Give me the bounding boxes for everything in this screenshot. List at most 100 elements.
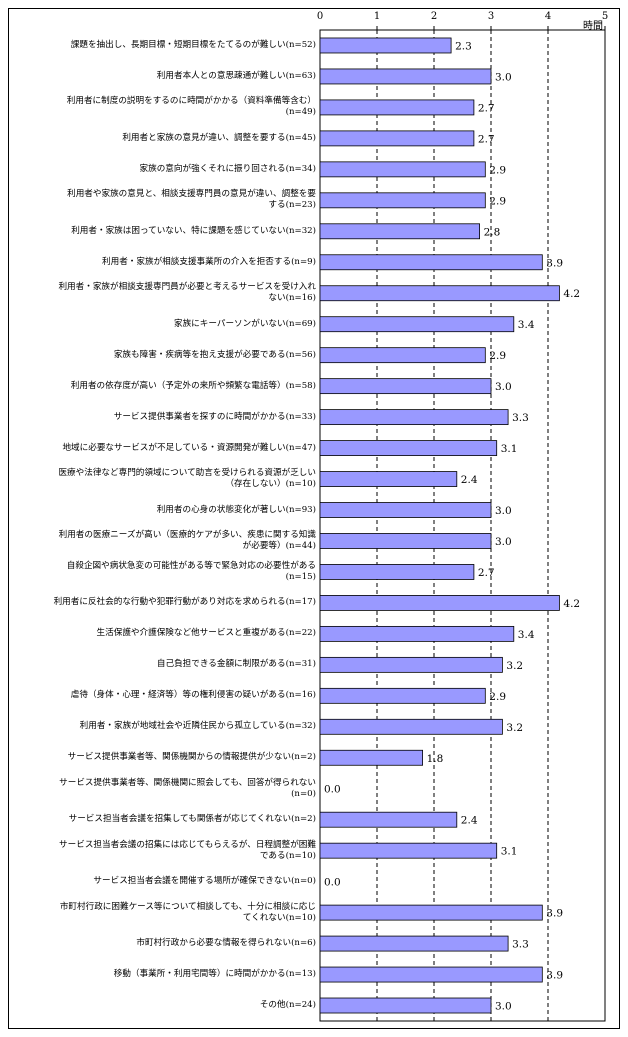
category-label: 利用者・家族が地域社会や近隣住民から孤立している(n=32) bbox=[19, 711, 316, 742]
category-label-text: 医療や法律など専門的領域について助言を受けられる資源が乏しい （存在しない）(n=… bbox=[58, 468, 316, 490]
category-label-text: 地域に必要なサービスが不足している・資源開発が難しい(n=47) bbox=[62, 443, 316, 454]
category-label-line: サービス担当者会議を開催する場所が確保できない(n=0) bbox=[93, 876, 316, 887]
category-label-text: 課題を抽出し、長期目標・短期目標をたてるのが難しい(n=52) bbox=[71, 40, 316, 51]
bar bbox=[319, 378, 492, 395]
value-label: 4.2 bbox=[563, 288, 580, 300]
value-label: 2.9 bbox=[489, 350, 506, 362]
bar bbox=[319, 966, 543, 983]
category-label-text: サービス提供事業者等、関係機関からの情報提供が少ない(n=2) bbox=[68, 752, 316, 763]
bar bbox=[319, 254, 543, 271]
tick-label: 1 bbox=[374, 11, 380, 22]
category-label: サービス担当者会議を開催する場所が確保できない(n=0) bbox=[19, 866, 316, 897]
category-label-text: 利用者の医療ニーズが高い（医療的ケアが多い、疾患に関する知識 が必要等）(n=44… bbox=[59, 530, 316, 552]
category-label-text: 家族の意向が強くそれに振り回される(n=34) bbox=[140, 164, 316, 175]
category-label: 生活保護や介護保険など他サービスと重複がある(n=22) bbox=[19, 618, 316, 649]
tick-label: 4 bbox=[545, 11, 551, 22]
category-label-line: 利用者本人との意思疎通が難しい(n=63) bbox=[156, 70, 316, 81]
category-label-text: サービス担当者会議を招集しても関係者が応じてくれない(n=2) bbox=[69, 814, 316, 825]
bar bbox=[319, 904, 543, 921]
category-label-line: である(n=10) bbox=[259, 850, 316, 861]
category-label-line: 利用者と家族の意見が違い、調整を要する(n=45) bbox=[122, 132, 316, 143]
category-label-text: 利用者に制度の説明をするのに時間がかかる（資料準備等含む） (n=49) bbox=[67, 96, 316, 118]
category-label-text: 利用者の心身の状態変化が著しい(n=93) bbox=[157, 505, 316, 516]
category-label-text: 市町村行政から必要な情報を得られない(n=6) bbox=[136, 938, 316, 949]
category-label-line: 自殺企図や病状急変の可能性がある等で緊急対応の必要性がある bbox=[66, 560, 316, 571]
value-label: 3.2 bbox=[506, 660, 523, 672]
bar bbox=[319, 316, 515, 333]
bar bbox=[319, 440, 498, 456]
category-label-line: その他(n=24) bbox=[259, 1000, 316, 1011]
value-label: 2.8 bbox=[484, 226, 501, 238]
value-label: 3.2 bbox=[506, 722, 523, 734]
category-label-line: サービス担当者会議を招集しても関係者が応じてくれない(n=2) bbox=[68, 814, 316, 825]
category-label-line: 家族も障害・疾病等を抱え支援が必要である(n=56) bbox=[113, 349, 316, 360]
category-label-text: 利用者・家族は困っていない、特に課題を感じていない(n=32) bbox=[71, 226, 316, 237]
value-label: 2.7 bbox=[478, 102, 495, 114]
category-label: 自殺企図や病状急変の可能性がある等で緊急対応の必要性がある (n=15) bbox=[19, 556, 316, 587]
category-label: 利用者・家族が相談支援専門員が必要と考えるサービスを受け入れ ない(n=16) bbox=[19, 278, 316, 309]
category-label-text: 虐待（身体・心理・経済等）等の権利侵害の疑いがある(n=16) bbox=[71, 690, 316, 701]
category-label: 移動（事業所・利用宅間等）に時間がかかる(n=13) bbox=[19, 959, 316, 990]
value-label: 3.0 bbox=[495, 536, 512, 548]
category-label-line: 虐待（身体・心理・経済等）等の権利侵害の疑いがある(n=16) bbox=[70, 690, 316, 701]
category-label-text: 利用者・家族が相談支援事業所の介入を拒否する(n=9) bbox=[102, 257, 316, 268]
category-label-line: ない(n=16) bbox=[268, 293, 316, 304]
category-label: 自己負担できる金額に制限がある(n=31) bbox=[19, 649, 316, 680]
value-label: 3.0 bbox=[495, 1001, 512, 1013]
bar-chart: 0 1 2 3 4 5時間 2.3 3.0 2.7 2.7 2.9 2.9 2.8 3.9 4.2 3.4 2.… bbox=[317, 11, 608, 1022]
category-label-line: 市町村行政から必要な情報を得られない(n=6) bbox=[136, 938, 316, 949]
category-label-text: サービス担当者会議を開催する場所が確保できない(n=0) bbox=[93, 876, 316, 887]
category-label-text: 利用者と家族の意見が違い、調整を要する(n=45) bbox=[122, 133, 316, 144]
category-label-line: 利用者・家族が地域社会や近隣住民から孤立している(n=32) bbox=[79, 721, 316, 732]
category-label: サービス提供事業者等、関係機関からの情報提供が少ない(n=2) bbox=[19, 742, 316, 773]
category-label-line: サービス提供事業者等、関係機関に照会しても、回答が得られない bbox=[59, 777, 316, 788]
bar bbox=[319, 595, 560, 611]
bar bbox=[319, 842, 498, 859]
bar bbox=[319, 502, 492, 518]
bar bbox=[319, 409, 509, 426]
category-label-line: 家族にキーパーソンがいない(n=69) bbox=[173, 318, 316, 329]
category-label-line: (n=15) bbox=[285, 571, 316, 582]
category-label-line: 利用者に反社会的な行動や犯罪行動があり対応を求められる(n=17) bbox=[53, 597, 316, 608]
bar bbox=[319, 285, 560, 302]
bar bbox=[319, 997, 492, 1014]
category-label: 利用者・家族が相談支援事業所の介入を拒否する(n=9) bbox=[19, 247, 316, 278]
category-label-text: 利用者に反社会的な行動や犯罪行動があり対応を求められる(n=17) bbox=[54, 597, 316, 608]
category-label-line: 自己負担できる金額に制限がある(n=31) bbox=[156, 659, 316, 670]
category-label-line: 利用者に制度の説明をするのに時間がかかる（資料準備等含む） bbox=[66, 96, 316, 107]
category-label: 市町村行政から必要な情報を得られない(n=6) bbox=[19, 928, 316, 959]
category-label-text: サービス提供事業者を探すのに時間がかかる(n=33) bbox=[114, 412, 316, 423]
bar bbox=[319, 99, 475, 116]
value-label: 4.2 bbox=[563, 598, 580, 610]
category-label-text: 移動（事業所・利用宅間等）に時間がかかる(n=13) bbox=[114, 969, 316, 980]
bar bbox=[319, 564, 475, 580]
bar bbox=[319, 161, 486, 178]
value-label: 2.7 bbox=[478, 133, 495, 145]
category-label: 利用者の心身の状態変化が著しい(n=93) bbox=[19, 495, 316, 526]
unit-label: 時間 bbox=[583, 20, 603, 32]
bar bbox=[319, 37, 452, 54]
category-label-text: 家族も障害・疾病等を抱え支援が必要である(n=56) bbox=[114, 350, 316, 361]
category-label: サービス担当者会議の招集には応じてもらえるが、日程調整が困難 である(n=10) bbox=[19, 835, 316, 866]
category-label-line: サービス提供事業者等、関係機関からの情報提供が少ない(n=2) bbox=[67, 752, 316, 763]
category-label-text: その他(n=24) bbox=[260, 1000, 316, 1011]
category-label: 利用者本人との意思疎通が難しい(n=63) bbox=[19, 61, 316, 92]
category-label: 地域に必要なサービスが不足している・資源開発が難しい(n=47) bbox=[19, 433, 316, 464]
category-label-text: 市町村行政に困難ケース等について相談しても、十分に相談に応じ てくれない(n=10… bbox=[60, 902, 316, 924]
category-label-line: 利用者の医療ニーズが高い（医療的ケアが多い、疾患に関する知識 bbox=[58, 529, 316, 540]
category-label-line: 移動（事業所・利用宅間等）に時間がかかる(n=13) bbox=[113, 969, 316, 980]
value-label: 3.4 bbox=[518, 319, 535, 331]
value-label: 3.0 bbox=[495, 381, 512, 393]
value-label: 3.1 bbox=[501, 443, 518, 455]
category-label-line: 医療や法律など専門的領域について助言を受けられる資源が乏しい bbox=[58, 468, 316, 479]
category-label-line: が必要等）(n=44) bbox=[242, 540, 316, 551]
bar bbox=[319, 625, 515, 642]
category-label-line: 利用者の依存度が高い（予定外の来所や頻繁な電話等）(n=58) bbox=[70, 380, 316, 391]
category-label-text: 自己負担できる金額に制限がある(n=31) bbox=[157, 659, 316, 670]
category-label-line: 市町村行政に困難ケース等について相談しても、十分に相談に応じ bbox=[59, 901, 316, 912]
category-label-text: サービス提供事業者等、関係機関に照会しても、回答が得られない (n=0) bbox=[59, 778, 316, 800]
category-label-text: 利用者や家族の意見と、相談支援専門員の意見が違い、調整を要 する(n=23) bbox=[67, 189, 316, 211]
category-label-line: 利用者の心身の状態変化が著しい(n=93) bbox=[156, 504, 316, 515]
bar bbox=[319, 656, 503, 673]
category-label: 利用者の医療ニーズが高い（医療的ケアが多い、疾患に関する知識 が必要等）(n=44… bbox=[19, 526, 316, 557]
